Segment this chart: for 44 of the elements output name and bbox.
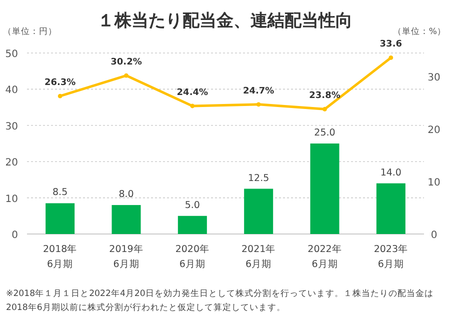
bar [112,205,141,234]
x-tick-label: 2023年 6月期 [374,243,408,270]
data-label: 14.0 [380,167,402,178]
data-label: 12.5 [248,172,270,184]
point [190,104,195,108]
y-tick-label: 0 [12,230,18,241]
bar [244,188,274,234]
y2-tick-label: 0 [430,230,438,241]
data-label: 25.0 [314,128,336,138]
point [322,106,327,112]
y-tick-label: 30 [5,121,18,132]
x-tick-label: 2019年 6月期 [109,243,144,270]
y2-tick-label: 30 [428,72,440,84]
point [124,73,128,78]
data-label: 23.8% [309,91,340,102]
data-label: 24.4% [176,88,208,98]
y-tick-label: 50 [5,49,18,60]
x-tick-label: 2018年 6月期 [42,243,78,270]
y2-axis-title: （単位：%） [392,26,446,37]
data-label: 8.5 [52,187,68,198]
data-label: 8.0 [118,189,134,200]
y2-tick-label: 20 [428,125,440,136]
text: ※2018年１月１日と2022年4月20日を効力発生日として株式分割を行っています。１株当たりの配当金は2018年6月期以前に株式分割が行われたと仮定して算定しています。 [6,288,434,315]
bar [46,203,75,234]
x-tick-label: 2022年 6月期 [308,243,342,270]
data-label: 26.3% [44,78,76,88]
data-label: 33.6 [380,40,402,50]
y-tick-label: 20 [5,158,18,169]
data-label: 5.0 [184,200,200,211]
point [388,56,394,60]
data-label: 24.7% [242,86,274,96]
bar [310,144,340,234]
x-tick-label: 2021年 6月期 [241,243,276,270]
y-tick-label: 40 [5,85,18,96]
y-tick-label: 10 [5,194,18,205]
y2-tick-label: 10 [428,178,440,189]
bar [178,216,207,234]
y-axis-title: （単位：円） [3,26,57,37]
chart-title: １株当たり配当金、連結配当性向 [98,11,352,31]
x-tick-label: 2020年 6月期 [175,243,210,270]
point [58,94,62,98]
point [256,102,261,107]
bar [376,183,406,234]
data-label: 30.2% [110,58,142,68]
